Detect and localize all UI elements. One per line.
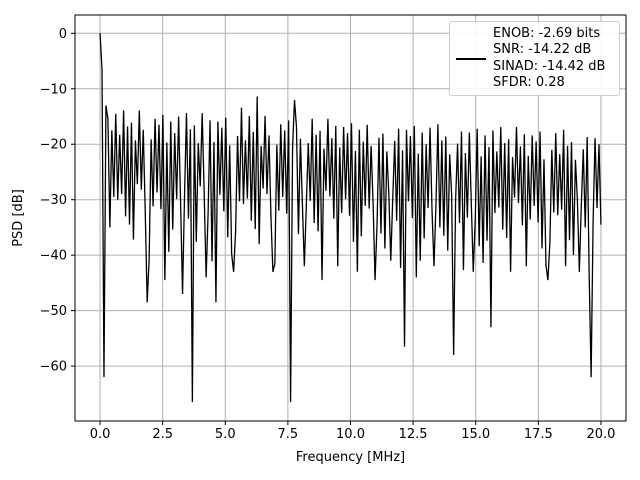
y-tick-label: −50: [40, 304, 67, 319]
x-axis-label: Frequency [MHz]: [296, 450, 405, 465]
x-tick-label: 15.0: [461, 427, 490, 442]
legend-enob: ENOB: -2.69 bits: [493, 25, 601, 41]
y-tick-label: −10: [40, 82, 67, 97]
x-tick-label: 5.0: [215, 427, 236, 442]
legend-text: ENOB: -2.69 bits SNR: -14.22 dB SINAD: -…: [493, 26, 605, 92]
legend-sinad: SINAD: -14.42 dB: [493, 58, 606, 74]
x-tick-label: 7.5: [278, 427, 299, 442]
x-tick-label: 17.5: [524, 427, 553, 442]
y-axis-label: PSD [dB]: [11, 189, 26, 247]
x-tick-label: 2.5: [152, 427, 173, 442]
legend-box: ENOB: -2.69 bits SNR: -14.22 dB SINAD: -…: [449, 21, 620, 96]
legend-sfdr: SFDR: 0.28: [493, 75, 565, 90]
y-tick-label: −60: [40, 360, 67, 375]
y-tick-label: −30: [40, 193, 67, 208]
y-tick-label: 0: [59, 27, 67, 42]
y-tick-label: −40: [40, 249, 67, 264]
x-tick-label: 20.0: [586, 427, 615, 442]
legend-line-sample: [456, 57, 486, 60]
y-tick-label: −20: [40, 138, 67, 153]
psd-trace: [99, 33, 602, 403]
x-tick-label: 10.0: [336, 427, 365, 442]
x-tick-label: 0.0: [90, 427, 111, 442]
x-tick-label: 12.5: [399, 427, 428, 442]
legend-snr: SNR: -14.22 dB: [493, 42, 592, 57]
